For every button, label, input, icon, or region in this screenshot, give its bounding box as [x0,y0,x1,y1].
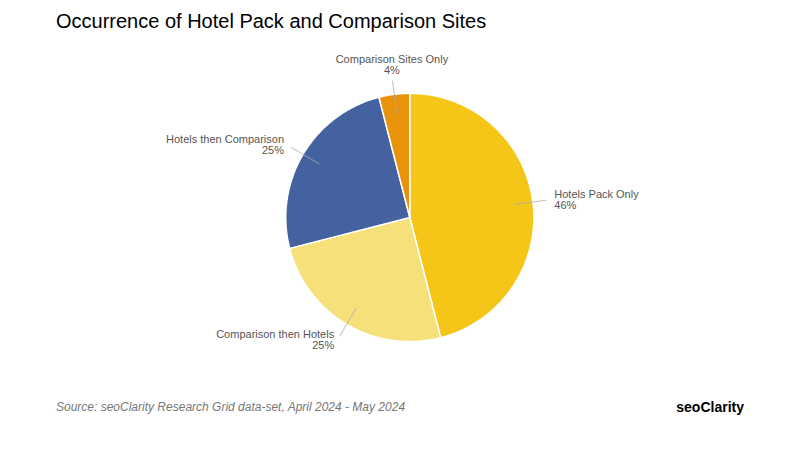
html-text:seoClarity: seoClarity [676,399,744,415]
svg-text:Hotels then Comparison25%: Hotels then Comparison25% [166,133,284,156]
svg-text:Hotels Pack Only46%: Hotels Pack Only46% [554,188,639,211]
svg-text:Comparison then Hotels25%: Comparison then Hotels25% [216,328,335,351]
html-text:Occurrence of Hotel Pack and C: Occurrence of Hotel Pack and Comparison … [56,10,487,32]
svg-text:Comparison Sites Only4%: Comparison Sites Only4% [336,53,449,76]
html-text:Source: seoClarity Research Gr: Source: seoClarity Research Grid data-se… [56,400,406,414]
